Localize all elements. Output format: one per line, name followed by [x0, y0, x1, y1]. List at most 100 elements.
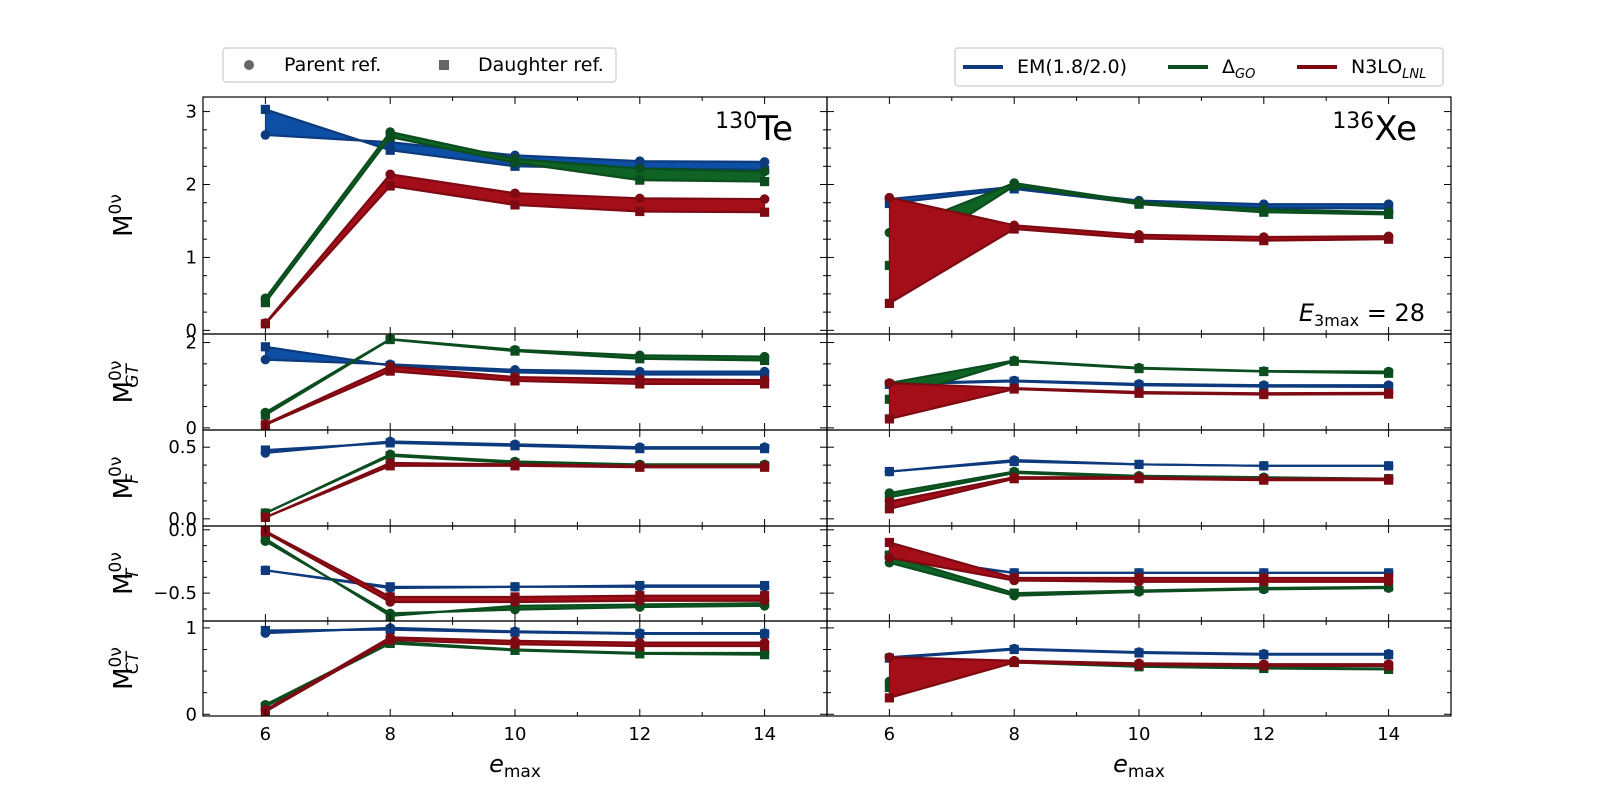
- n3lo-daughter-point: [510, 461, 520, 471]
- n3lo-daughter-point: [1009, 384, 1019, 394]
- y-axis-title-total: M0ν: [106, 194, 139, 237]
- n3lo-daughter-point: [510, 592, 520, 602]
- legend-delta-main: Δ: [1222, 56, 1235, 78]
- y-axis-title-main: M: [109, 667, 139, 689]
- x-axis-title-main: e: [1113, 750, 1128, 778]
- delta-parent-point: [635, 163, 645, 174]
- em-daughter-point: [385, 438, 395, 448]
- delta-daughter-point: [260, 534, 270, 544]
- delta-daughter-point: [760, 176, 770, 187]
- delta-daughter-point: [260, 410, 270, 420]
- panel-title-sup: 130: [715, 109, 757, 134]
- panel-title-main: Xe: [1374, 109, 1417, 149]
- x-axis-title-te: emax: [489, 750, 541, 782]
- y-tick-label: 1: [186, 247, 197, 268]
- y-axis-title-sup: 0ν: [106, 457, 126, 477]
- delta-daughter-point: [385, 451, 395, 461]
- data-total-te: [260, 104, 770, 329]
- n3lo-daughter-point: [510, 200, 520, 210]
- y-axis-title-gt: M0νGT: [106, 361, 143, 404]
- panel-title-te: 130Te: [715, 109, 793, 149]
- parent-marker-icon: [244, 60, 254, 70]
- em-daughter-point: [510, 582, 520, 592]
- n3lo-parent-point: [884, 378, 895, 388]
- n3lo-daughter-point: [1259, 573, 1269, 583]
- n3lo-daughter-line: [264, 464, 765, 519]
- n3lo-daughter-point: [635, 379, 645, 389]
- delta-parent-point: [759, 166, 770, 177]
- delta-daughter-point: [1259, 366, 1269, 377]
- delta-daughter-point: [1259, 207, 1269, 217]
- delta-daughter-point: [1384, 582, 1394, 592]
- n3lo-daughter-point: [385, 366, 395, 376]
- y-axis-title-main: M: [109, 477, 139, 499]
- em-daughter-point: [635, 444, 645, 454]
- n3lo-daughter-point: [635, 641, 645, 651]
- x-tick-label: 6: [260, 724, 271, 745]
- em-daughter-point: [884, 466, 894, 477]
- y-tick-label: 0.0: [168, 520, 197, 541]
- y-axis-title-sup: 0ν: [106, 194, 126, 214]
- y-axis-title-sub: GT: [123, 362, 143, 387]
- delta-daughter-point: [385, 132, 395, 142]
- n3lo-parent-point: [884, 192, 895, 203]
- x-axis-title-xe: emax: [1113, 750, 1165, 782]
- y-axis-title-main: M: [109, 572, 139, 594]
- em-daughter-point: [510, 627, 520, 637]
- n3lo-parent-point: [884, 552, 895, 563]
- annotation-rest: = 28: [1359, 299, 1425, 327]
- n3lo-daughter-point: [260, 319, 270, 329]
- y-tick-label: 1: [186, 618, 197, 639]
- legend-n3lo-sub: LNL: [1402, 67, 1426, 82]
- y-axis-title-main: M: [109, 214, 139, 236]
- delta-daughter-point: [1259, 583, 1269, 593]
- n3lo-daughter-point: [884, 414, 894, 424]
- n3lo-parent-point: [385, 169, 396, 180]
- em-daughter-point: [1259, 461, 1269, 471]
- delta-daughter-point: [510, 346, 520, 356]
- y-axis-title-sup: 0ν: [106, 647, 126, 667]
- em-daughter-point: [635, 629, 645, 639]
- panel-f-xe: [826, 429, 1452, 527]
- n3lo-daughter-point: [1134, 474, 1144, 484]
- n3lo-daughter-point: [1384, 234, 1394, 244]
- em-parent-point: [260, 354, 271, 365]
- n3lo-daughter-point: [1009, 224, 1019, 234]
- data-total-xe: [884, 178, 1394, 308]
- em-daughter-point: [260, 565, 270, 575]
- n3lo-daughter-point: [510, 376, 520, 386]
- data-gt-xe: [884, 355, 1394, 424]
- em-daughter-point: [510, 441, 520, 451]
- y-tick-label: 0: [186, 320, 197, 341]
- annotation-xe: E3max = 28: [1299, 299, 1425, 330]
- y-axis-title-sub: CT: [123, 650, 143, 674]
- legend-delta-label: ΔGO: [1222, 56, 1255, 82]
- n3lo-daughter-point: [385, 592, 395, 602]
- n3lo-daughter-point: [1259, 236, 1269, 246]
- n3lo-daughter-point: [1009, 474, 1019, 484]
- n3lo-daughter-point: [760, 641, 770, 651]
- em-daughter-point: [635, 580, 645, 591]
- em-daughter-point: [1384, 461, 1394, 471]
- n3lo-parent-point: [884, 496, 895, 507]
- delta-daughter-point: [1384, 368, 1394, 378]
- x-tick-label: 14: [1377, 724, 1400, 745]
- y-axis-title-t: M0νT: [106, 552, 143, 595]
- n3lo-daughter-point: [760, 207, 770, 217]
- n3lo-daughter-point: [385, 461, 395, 471]
- em-daughter-point: [1384, 650, 1394, 660]
- delta-daughter-point: [1009, 356, 1019, 366]
- y-axis-title-main: M: [109, 381, 139, 403]
- delta-daughter-point: [510, 645, 520, 655]
- panel-f-te: 0.0 0.5: [168, 429, 828, 530]
- x-tick-label: 12: [1252, 724, 1275, 745]
- n3lo-daughter-point: [1009, 573, 1019, 583]
- n3lo-daughter-point: [1384, 661, 1394, 671]
- n3lo-daughter-point: [884, 537, 894, 548]
- marker-legend: Parent ref. Daughter ref.: [222, 47, 617, 83]
- n3lo-daughter-point: [1259, 475, 1269, 485]
- legend-n3lo-main: N3LO: [1351, 56, 1402, 78]
- em-daughter-point: [1259, 568, 1269, 578]
- em-daughter-point: [260, 342, 270, 352]
- data-ct-xe: [884, 643, 1394, 703]
